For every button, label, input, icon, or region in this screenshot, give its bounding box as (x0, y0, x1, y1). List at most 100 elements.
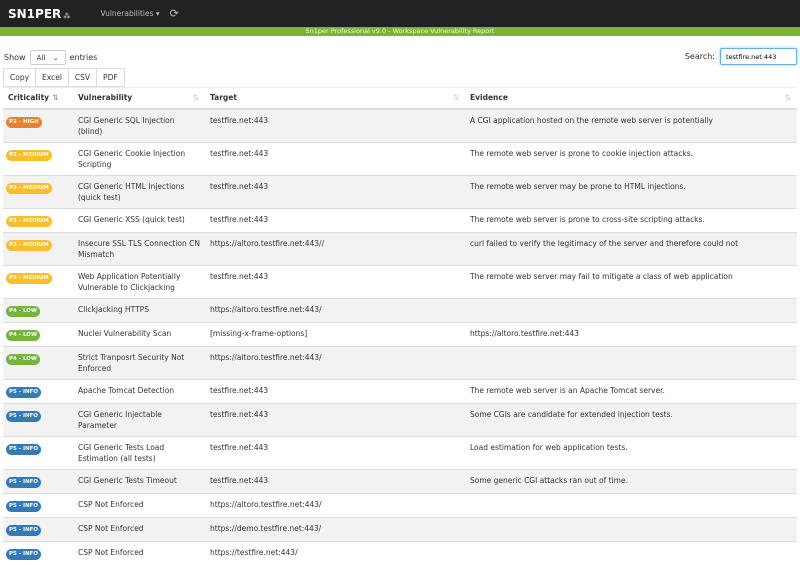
sort-asc-icon: ⇅ (52, 93, 59, 103)
excel-button[interactable]: Excel (35, 68, 69, 87)
criticality-cell: P3 - MEDIUM (3, 141, 73, 175)
target-cell: testfire.net:443 (205, 435, 465, 469)
table-row[interactable]: P4 - LOW Nuclei Vulnerability Scan [miss… (3, 321, 797, 346)
target-cell: testfire.net:443 (205, 468, 465, 493)
criticality-badge: P4 - LOW (6, 329, 41, 341)
table-row[interactable]: P3 - MEDIUM Insecure SSL TLS Connection … (3, 231, 797, 265)
vulnerability-table: Criticality ⇅ Vulnerability ⇅ Target ⇅ Evid… (3, 87, 797, 565)
evidence-cell: The remote web server may fail to mitiga… (465, 264, 797, 298)
vulnerability-cell: CSP Not Enforced (73, 540, 205, 565)
vulnerability-cell: Apache Tomcat Detection (73, 378, 205, 403)
criticality-badge: P5 - INFO (6, 386, 42, 398)
criticality-cell: P4 - LOW (3, 321, 73, 346)
vulnerability-cell: CGI Generic SQL Injection (blind) (73, 108, 205, 142)
criticality-cell: P5 - INFO (3, 435, 73, 469)
vulnerability-cell: Nuclei Vulnerability Scan (73, 321, 205, 346)
target-cell: https://altoro.testfire.net:443// (205, 231, 465, 265)
header-vulnerability[interactable]: Vulnerability ⇅ (73, 87, 205, 110)
criticality-cell: P2 - HIGH (3, 108, 73, 142)
entries-label: entries (69, 53, 98, 62)
criticality-badge: P5 - INFO (6, 524, 42, 536)
table-row[interactable]: P3 - MEDIUM CGI Generic HTML Injections … (3, 174, 797, 208)
refresh-icon[interactable]: ⟳ (169, 7, 179, 20)
evidence-cell (465, 540, 797, 565)
evidence-cell: A CGI application hosted on the remote w… (465, 108, 797, 142)
target-cell: testfire.net:443 (205, 378, 465, 403)
criticality-badge: P3 - MEDIUM (6, 215, 52, 227)
logo[interactable]: SN1PER ⁂ (8, 7, 70, 21)
vulnerabilities-menu[interactable]: Vulnerabilities ▾ (100, 9, 160, 18)
table-row[interactable]: P5 - INFO CSP Not Enforced https://demo.… (3, 516, 797, 541)
criticality-badge: P5 - INFO (6, 476, 42, 488)
entries-select[interactable]: All ⌄ (29, 50, 66, 65)
pdf-button[interactable]: PDF (96, 68, 125, 87)
target-cell: testfire.net:443 (205, 141, 465, 175)
header-criticality[interactable]: Criticality ⇅ (3, 87, 73, 110)
evidence-cell: https://altoro.testfire.net:443 (465, 321, 797, 346)
criticality-badge: P3 - MEDIUM (6, 239, 52, 251)
criticality-badge: P5 - INFO (6, 443, 42, 455)
criticality-cell: P4 - LOW (3, 345, 73, 379)
criticality-cell: P5 - INFO (3, 402, 73, 436)
table-row[interactable]: P5 - INFO CGI Generic Injectable Paramet… (3, 402, 797, 436)
sort-icon: ⇅ (784, 93, 791, 103)
criticality-cell: P3 - MEDIUM (3, 207, 73, 232)
table-row[interactable]: P4 - LOW Clickjacking HTTPS https://alto… (3, 297, 797, 322)
criticality-badge: P3 - MEDIUM (6, 182, 52, 194)
criticality-cell: P4 - LOW (3, 297, 73, 322)
criticality-cell: P3 - MEDIUM (3, 264, 73, 298)
table-row[interactable]: P3 - MEDIUM CGI Generic XSS (quick test)… (3, 207, 797, 232)
vulnerability-cell: CGI Generic Tests Load Estimation (all t… (73, 435, 205, 469)
evidence-cell: The remote web server is an Apache Tomca… (465, 378, 797, 403)
criticality-badge: P2 - HIGH (6, 116, 42, 128)
header-evidence-label: Evidence (470, 93, 508, 103)
target-cell: testfire.net:443 (205, 108, 465, 142)
evidence-cell: Load estimation for web application test… (465, 435, 797, 469)
chevron-down-icon: ⌄ (52, 53, 59, 62)
criticality-badge: P5 - INFO (6, 500, 42, 512)
vulnerability-cell: Insecure SSL TLS Connection CN Mismatch (73, 231, 205, 265)
header-evidence[interactable]: Evidence ⇅ (465, 87, 797, 110)
header-vulnerability-label: Vulnerability (78, 93, 133, 103)
evidence-cell: The remote web server is prone to cross-… (465, 207, 797, 232)
target-cell: testfire.net:443 (205, 174, 465, 208)
evidence-cell: Some generic CGI attacks ran out of time… (465, 468, 797, 493)
table-row[interactable]: P4 - LOW Strict Tranposrt Security Not E… (3, 345, 797, 379)
table-row[interactable]: P3 - MEDIUM CGI Generic Cookie Injection… (3, 141, 797, 175)
sort-icon: ⇅ (452, 93, 459, 103)
table-row[interactable]: P2 - HIGH CGI Generic SQL Injection (bli… (3, 108, 797, 142)
criticality-cell: P5 - INFO (3, 468, 73, 493)
header-target-label: Target (210, 93, 237, 103)
target-cell: https://altoro.testfire.net:443/ (205, 297, 465, 322)
criticality-cell: P5 - INFO (3, 540, 73, 565)
show-label: Show (4, 53, 26, 62)
logo-text: SN1PER (8, 6, 62, 21)
criticality-badge: P4 - LOW (6, 305, 41, 317)
table-row[interactable]: P5 - INFO Apache Tomcat Detection testfi… (3, 378, 797, 403)
entries-value: All (36, 53, 46, 62)
vulnerability-cell: Clickjacking HTTPS (73, 297, 205, 322)
table-row[interactable]: P3 - MEDIUM Web Application Potentially … (3, 264, 797, 298)
search-input[interactable] (720, 48, 797, 65)
target-cell: https://altoro.testfire.net:443/ (205, 345, 465, 379)
vulnerability-cell: CGI Generic Injectable Parameter (73, 402, 205, 436)
vulnerability-cell: Strict Tranposrt Security Not Enforced (73, 345, 205, 379)
header-target[interactable]: Target ⇅ (205, 87, 465, 110)
table-row[interactable]: P5 - INFO CSP Not Enforced https://testf… (3, 540, 797, 565)
evidence-cell (465, 516, 797, 541)
criticality-cell: P3 - MEDIUM (3, 174, 73, 208)
table-row[interactable]: P5 - INFO CGI Generic Tests Timeout test… (3, 468, 797, 493)
copy-button[interactable]: Copy (3, 68, 37, 87)
vulnerability-cell: CGI Generic XSS (quick test) (73, 207, 205, 232)
criticality-badge: P3 - MEDIUM (6, 272, 52, 284)
csv-button[interactable]: CSV (67, 68, 98, 87)
vulnerability-cell: Web Application Potentially Vulnerable t… (73, 264, 205, 298)
target-cell: testfire.net:443 (205, 264, 465, 298)
vulnerability-cell: CGI Generic HTML Injections (quick test) (73, 174, 205, 208)
criticality-badge: P5 - INFO (6, 410, 42, 422)
criticality-cell: P5 - INFO (3, 516, 73, 541)
evidence-cell: The remote web server may be prone to HT… (465, 174, 797, 208)
table-row[interactable]: P5 - INFO CGI Generic Tests Load Estimat… (3, 435, 797, 469)
navbar: SN1PER ⁂ Vulnerabilities ▾ ⟳ (0, 0, 800, 27)
evidence-cell: The remote web server is prone to cookie… (465, 141, 797, 175)
